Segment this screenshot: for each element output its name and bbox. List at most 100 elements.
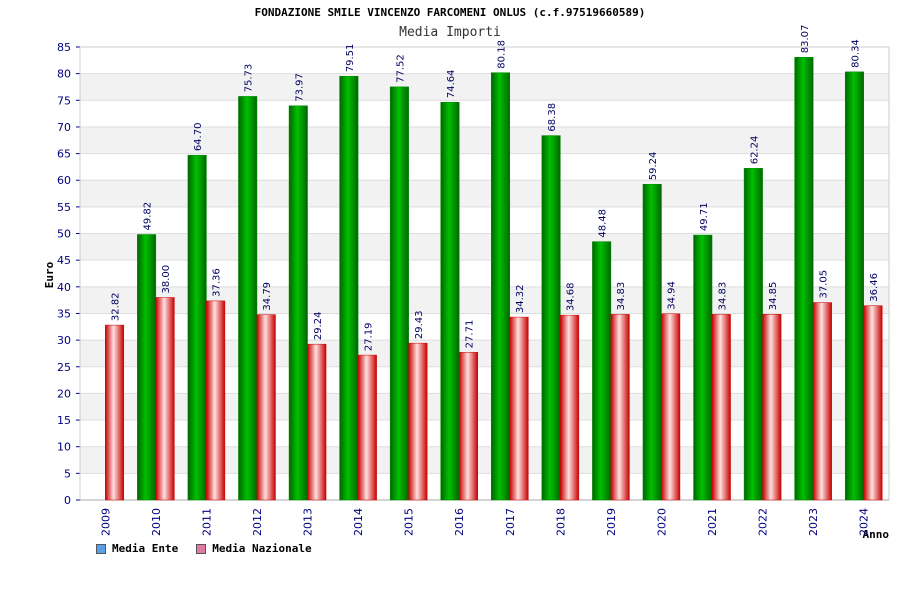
x-tick-label: 2019 xyxy=(605,508,618,536)
y-tick-label: 30 xyxy=(57,334,71,347)
bar-media-ente xyxy=(693,234,713,501)
y-tick-label: 85 xyxy=(57,41,71,54)
data-label-media-ente: 77.52 xyxy=(395,54,406,83)
bar-media-ente xyxy=(794,57,814,501)
bar-media-nazionale xyxy=(863,305,883,501)
bar-media-ente xyxy=(642,184,662,501)
data-label-media-nazionale: 34.32 xyxy=(515,284,526,313)
bar-media-nazionale xyxy=(711,314,731,501)
y-tick-label: 20 xyxy=(57,387,71,400)
data-label-media-ente: 80.34 xyxy=(850,39,861,68)
y-tick-label: 65 xyxy=(57,148,71,161)
bar-media-nazionale xyxy=(762,314,782,501)
chart-title: FONDAZIONE SMILE VINCENZO FARCOMENI ONLU… xyxy=(254,6,646,19)
bar-media-ente xyxy=(592,241,612,501)
bar-media-nazionale xyxy=(812,302,832,501)
data-label-media-ente: 64.70 xyxy=(193,123,204,152)
x-tick-label: 2024 xyxy=(858,508,871,536)
x-tick-label: 2020 xyxy=(655,508,668,536)
data-label-media-nazionale: 32.82 xyxy=(111,292,122,321)
y-tick-label: 75 xyxy=(57,94,71,107)
y-tick-label: 80 xyxy=(57,68,71,81)
bar-media-nazionale xyxy=(256,314,276,501)
data-label-media-nazionale: 29.24 xyxy=(313,312,324,341)
bar-media-ente xyxy=(137,234,157,501)
data-label-media-ente: 59.24 xyxy=(648,152,659,181)
x-tick-label: 2018 xyxy=(554,508,567,536)
data-label-media-ente: 75.73 xyxy=(244,64,255,93)
x-tick-label: 2016 xyxy=(453,508,466,536)
x-tick-label: 2022 xyxy=(757,508,770,536)
data-label-media-ente: 48.48 xyxy=(598,209,609,238)
y-tick-label: 15 xyxy=(57,414,71,427)
bar-media-nazionale xyxy=(408,342,428,501)
y-tick-label: 70 xyxy=(57,121,71,134)
chart-subtitle: Media Importi xyxy=(399,25,501,40)
plot-band xyxy=(80,126,889,154)
x-tick-label: 2013 xyxy=(302,508,315,536)
x-axis-label: Anno xyxy=(863,528,890,541)
bar-media-nazionale xyxy=(661,313,681,501)
y-tick-label: 45 xyxy=(57,254,71,267)
legend-label-media-ente: Media Ente xyxy=(112,542,179,555)
data-label-media-nazionale: 34.83 xyxy=(717,282,728,311)
y-tick-label: 50 xyxy=(57,228,71,241)
data-label-media-ente: 79.51 xyxy=(345,44,356,73)
x-tick-label: 2010 xyxy=(150,508,163,536)
bar-media-ente xyxy=(238,96,258,501)
data-label-media-nazionale: 27.71 xyxy=(464,320,475,349)
data-label-media-nazionale: 34.94 xyxy=(667,281,678,310)
x-tick-label: 2014 xyxy=(352,508,365,536)
data-label-media-ente: 74.64 xyxy=(446,70,457,99)
y-axis-label: Euro xyxy=(43,261,56,288)
bar-media-ente xyxy=(743,168,763,501)
y-tick-label: 55 xyxy=(57,201,71,214)
data-label-media-nazionale: 37.36 xyxy=(212,268,223,297)
x-tick-label: 2011 xyxy=(200,508,213,536)
bar-media-nazionale xyxy=(458,352,478,501)
legend-label-media-nazionale: Media Nazionale xyxy=(212,542,312,555)
y-tick-label: 35 xyxy=(57,307,71,320)
data-label-media-nazionale: 38.00 xyxy=(161,265,172,294)
data-label-media-nazionale: 29.43 xyxy=(414,311,425,340)
x-tick-label: 2023 xyxy=(807,508,820,536)
x-tick-label: 2009 xyxy=(99,508,112,536)
y-tick-label: 25 xyxy=(57,361,71,374)
bar-media-ente xyxy=(844,71,864,501)
bar-media-ente xyxy=(288,105,308,501)
legend-item-media-nazionale[interactable]: Media Nazionale xyxy=(196,542,312,555)
plot-band xyxy=(80,73,889,101)
bar-media-ente xyxy=(187,154,207,501)
y-tick-label: 10 xyxy=(57,441,71,454)
bar-media-nazionale xyxy=(509,316,529,501)
data-label-media-nazionale: 37.05 xyxy=(818,270,829,299)
legend: Media Ente Media Nazionale xyxy=(96,542,312,555)
bar-media-ente xyxy=(491,72,511,501)
bar-media-nazionale xyxy=(105,324,125,501)
y-tick-label: 40 xyxy=(57,281,71,294)
bar-media-nazionale xyxy=(357,354,377,501)
data-label-media-ente: 80.18 xyxy=(497,40,508,69)
data-label-media-nazionale: 34.83 xyxy=(616,282,627,311)
data-label-media-ente: 49.82 xyxy=(143,202,154,231)
data-label-media-nazionale: 34.68 xyxy=(566,283,577,312)
data-label-media-ente: 62.24 xyxy=(749,136,760,165)
data-label-media-ente: 49.71 xyxy=(699,202,710,231)
bar-media-nazionale xyxy=(560,314,580,501)
bar-media-ente xyxy=(541,135,561,501)
legend-item-media-ente[interactable]: Media Ente xyxy=(96,542,178,555)
bar-media-nazionale xyxy=(206,300,226,501)
data-label-media-nazionale: 36.46 xyxy=(869,273,880,302)
y-tick-label: 60 xyxy=(57,174,71,187)
bar-media-nazionale xyxy=(307,343,327,501)
x-tick-label: 2012 xyxy=(251,508,264,536)
x-tick-label: 2015 xyxy=(403,508,416,536)
legend-swatch-media-ente xyxy=(96,543,106,554)
data-label-media-ente: 73.97 xyxy=(294,73,305,102)
y-tick-label: 5 xyxy=(64,467,71,480)
y-tick-label: 0 xyxy=(64,494,71,507)
data-label-media-nazionale: 34.85 xyxy=(768,282,779,311)
bar-media-nazionale xyxy=(155,297,175,501)
bar-media-ente xyxy=(440,101,460,501)
